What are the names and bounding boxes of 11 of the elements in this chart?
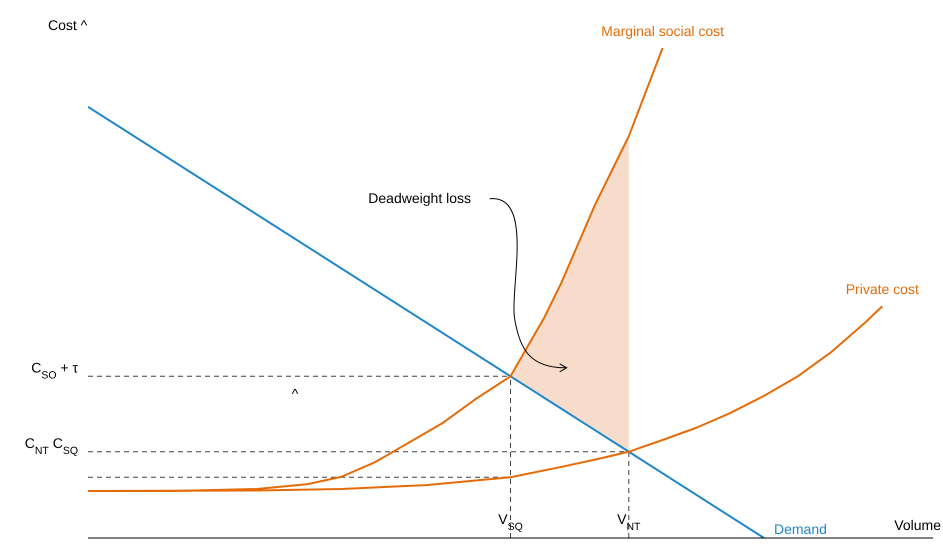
x-axis-title: Volume <box>894 517 942 533</box>
annotation: ^ <box>292 385 299 402</box>
series-label: Demand <box>774 521 827 537</box>
ref-line-label: C$_{SO}$ + τ <box>31 359 78 382</box>
series-label: Private cost <box>846 281 919 298</box>
x-tick-label: V$_{NT}$ <box>617 511 642 533</box>
series-label: Marginal social cost <box>601 23 724 39</box>
ref-line-label: C$_{NT}$ C$_{SQ}$ <box>24 434 78 457</box>
annotation: Deadweight loss <box>368 190 472 206</box>
y-axis-title: Cost ^ <box>48 17 88 33</box>
x-tick-label: V$_{SQ}$ <box>498 511 523 533</box>
